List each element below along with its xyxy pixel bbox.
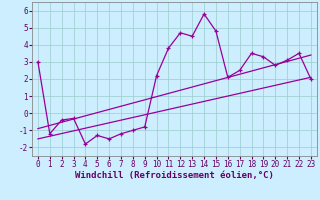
X-axis label: Windchill (Refroidissement éolien,°C): Windchill (Refroidissement éolien,°C) bbox=[75, 171, 274, 180]
